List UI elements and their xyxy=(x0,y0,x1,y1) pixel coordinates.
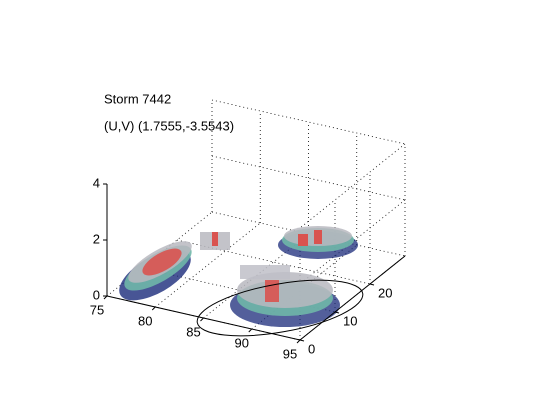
x-tick-label: 85 xyxy=(186,324,200,339)
x-tick-label: 95 xyxy=(283,346,297,361)
core xyxy=(142,248,182,276)
y-tick xyxy=(369,283,375,286)
x-tick-label: 75 xyxy=(90,302,104,317)
y-tick xyxy=(334,311,340,314)
grid-line xyxy=(211,211,406,257)
grid-line xyxy=(299,143,406,229)
grid-line xyxy=(155,222,261,308)
cloud-shell xyxy=(237,272,333,308)
cloud-shell xyxy=(240,265,290,279)
core xyxy=(298,234,308,246)
x-tick xyxy=(248,328,253,333)
x-tick xyxy=(200,317,204,322)
y-tick xyxy=(299,339,305,342)
grid-line xyxy=(299,199,406,285)
chart-title: Storm 7442 xyxy=(104,91,171,106)
z-tick-label: 2 xyxy=(93,231,100,246)
grid-line xyxy=(251,244,357,330)
core xyxy=(314,230,322,244)
contour-line xyxy=(196,279,364,337)
y-tick-label: 20 xyxy=(378,285,392,300)
core xyxy=(212,232,218,246)
y-tick-label: 10 xyxy=(343,313,357,328)
y-axis xyxy=(299,255,406,341)
x-tick xyxy=(296,339,301,344)
storm-cells xyxy=(119,226,364,337)
x-tick-label: 90 xyxy=(235,335,249,350)
y-tick-label: 0 xyxy=(308,341,315,356)
grid-line xyxy=(106,211,213,297)
z-tick-label: 4 xyxy=(93,175,100,190)
x-tick-label: 80 xyxy=(138,313,152,328)
grid-line xyxy=(211,155,406,201)
x-tick xyxy=(151,306,156,311)
axis-layer: 75 80 85 90 95 0 10 20 0 2 4 xyxy=(90,175,406,361)
grid-line xyxy=(211,99,406,145)
chart-subtitle: (U,V) (1.7555,-3.5543) xyxy=(104,118,234,133)
z-tick-label: 0 xyxy=(93,287,100,302)
core xyxy=(265,280,279,302)
